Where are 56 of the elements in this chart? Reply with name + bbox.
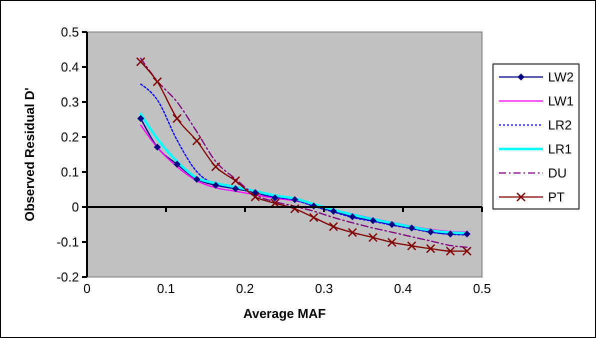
point: [462, 246, 472, 256]
legend-label: DU: [548, 166, 567, 181]
legend-label: PT: [548, 190, 565, 205]
point: [387, 238, 397, 248]
point: [174, 160, 181, 168]
legend-label: LR1: [548, 142, 572, 157]
point: [136, 57, 146, 66]
point: [154, 144, 161, 151]
y-tick-label: 0.3: [60, 94, 79, 110]
point: [291, 196, 298, 204]
point: [446, 230, 454, 238]
x-axis-title: Average MAF: [243, 306, 326, 321]
point: [388, 221, 396, 228]
point: [290, 204, 300, 214]
x-tick-label: 0.1: [156, 281, 176, 296]
x-tick-label: 0.4: [394, 281, 412, 296]
point: [252, 189, 259, 196]
point: [426, 244, 436, 254]
point: [172, 114, 182, 124]
x-tick-label: 0.5: [472, 281, 492, 296]
y-tick-label: 0.5: [60, 24, 79, 40]
point: [406, 241, 416, 251]
y-tick-label: -0.2: [56, 270, 79, 285]
point: [272, 194, 279, 202]
point: [193, 176, 200, 183]
point: [152, 77, 162, 86]
point: [348, 228, 358, 238]
y-tick-label: 0.1: [60, 164, 79, 180]
legend-label: LR2: [548, 118, 572, 133]
y-tick-label: 0.4: [60, 60, 79, 75]
x-tick-label: 0.3: [314, 281, 334, 296]
point: [368, 232, 378, 242]
legend-label: LW1: [548, 94, 574, 109]
x-tick-label: 0: [83, 281, 91, 296]
y-tick-label: 0.2: [60, 130, 79, 145]
y-tick-label: -0.1: [56, 234, 79, 250]
point: [250, 192, 260, 202]
point: [212, 182, 220, 189]
point: [408, 224, 416, 232]
point: [211, 162, 220, 172]
point: [348, 213, 356, 220]
point: [446, 246, 456, 256]
point: [328, 222, 338, 232]
y-tick-label: 0: [72, 200, 79, 215]
point: [137, 114, 144, 122]
point: [192, 136, 202, 146]
point: [309, 212, 318, 222]
point: [427, 228, 434, 236]
legend-label: LW2: [548, 70, 574, 85]
point: [232, 185, 240, 192]
point: [369, 217, 376, 224]
point: [330, 208, 337, 215]
point: [463, 230, 470, 238]
y-axis-title: Observed Residual D': [22, 88, 37, 222]
x-tick-label: 0.2: [236, 281, 254, 296]
point: [230, 176, 240, 186]
